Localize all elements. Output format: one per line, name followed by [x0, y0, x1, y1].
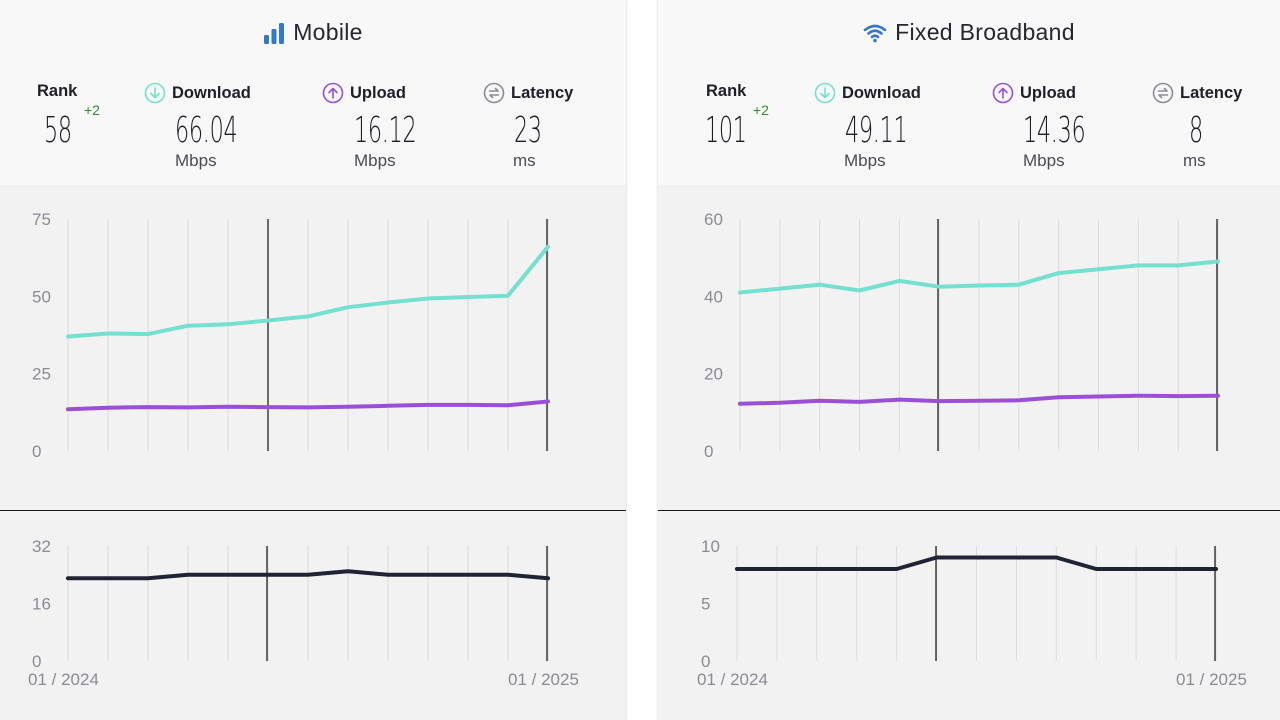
download-label: Download — [144, 82, 251, 104]
download-unit: Mbps — [175, 151, 217, 170]
x-tick-label: 01 / 2025 — [508, 670, 579, 689]
fixed-speed-chart: 60 40 20 0 — [704, 210, 1220, 461]
upload-icon — [992, 82, 1014, 104]
y-tick-label: 0 — [701, 652, 710, 671]
latency-value: 23 — [514, 110, 542, 151]
y-tick-label: 25 — [32, 365, 51, 384]
fixed-header: Fixed Broadband Rank 101 +2 Download 49.… — [658, 0, 1280, 185]
y-tick-label: 16 — [32, 595, 51, 614]
rank-label: Rank — [37, 82, 78, 100]
upload-label: Upload — [992, 82, 1076, 104]
upload-label: Upload — [322, 82, 406, 104]
y-tick-label: 75 — [32, 210, 51, 229]
mobile-header: Mobile Rank 58 +2 Download 66.04 Mbps Up… — [0, 0, 626, 185]
x-tick-label: 01 / 2024 — [697, 670, 768, 689]
download-unit: Mbps — [844, 151, 886, 170]
latency-icon — [483, 82, 505, 104]
chart-divider — [0, 510, 626, 511]
latency-unit: ms — [513, 151, 536, 170]
mobile-title: Mobile — [0, 19, 626, 46]
y-tick-label: 20 — [704, 365, 723, 384]
y-tick-label: 5 — [701, 595, 710, 614]
x-tick-label: 01 / 2025 — [1176, 670, 1247, 689]
y-tick-label: 50 — [32, 287, 51, 306]
x-tick-label: 01 / 2024 — [28, 670, 99, 689]
fixed-panel: Fixed Broadband Rank 101 +2 Download 49.… — [658, 0, 1280, 720]
y-tick-label: 60 — [704, 210, 723, 229]
wifi-icon — [863, 24, 887, 42]
rank-value: 58 — [44, 110, 72, 151]
signal-bars-icon — [264, 22, 285, 44]
y-tick-label: 40 — [704, 287, 723, 306]
y-tick-label: 0 — [704, 442, 713, 461]
fixed-title-text: Fixed Broadband — [895, 19, 1075, 45]
rank-value: 101 — [705, 110, 747, 151]
y-tick-label: 0 — [32, 652, 41, 671]
y-tick-label: 32 — [32, 537, 51, 556]
upload-icon — [322, 82, 344, 104]
mobile-panel: Mobile Rank 58 +2 Download 66.04 Mbps Up… — [0, 0, 626, 720]
rank-change: +2 — [753, 102, 769, 118]
latency-label: Latency — [1152, 82, 1242, 104]
y-tick-label: 0 — [32, 442, 41, 461]
rank-label: Rank — [706, 82, 747, 100]
upload-value: 14.36 — [1023, 110, 1086, 151]
download-value: 49.11 — [845, 110, 908, 151]
chart-divider — [658, 510, 1280, 511]
y-tick-label: 10 — [701, 537, 720, 556]
upload-value: 16.12 — [354, 110, 417, 151]
latency-unit: ms — [1183, 151, 1206, 170]
rank-change: +2 — [84, 102, 100, 118]
latency-value: 8 — [1189, 110, 1203, 151]
upload-unit: Mbps — [354, 151, 396, 170]
latency-label: Latency — [483, 82, 573, 104]
upload-unit: Mbps — [1023, 151, 1065, 170]
mobile-title-text: Mobile — [293, 19, 363, 45]
download-icon — [814, 82, 836, 104]
fixed-title: Fixed Broadband — [658, 19, 1280, 46]
latency-icon — [1152, 82, 1174, 104]
download-icon — [144, 82, 166, 104]
download-value: 66.04 — [175, 110, 238, 151]
mobile-latency-chart: 32 16 001 / 2024 01 / 2025 — [28, 537, 579, 689]
mobile-speed-chart: 75 50 25 0 — [32, 210, 550, 461]
download-label: Download — [814, 82, 921, 104]
fixed-latency-chart: 10 5 001 / 2024 01 / 2025 — [697, 537, 1247, 689]
